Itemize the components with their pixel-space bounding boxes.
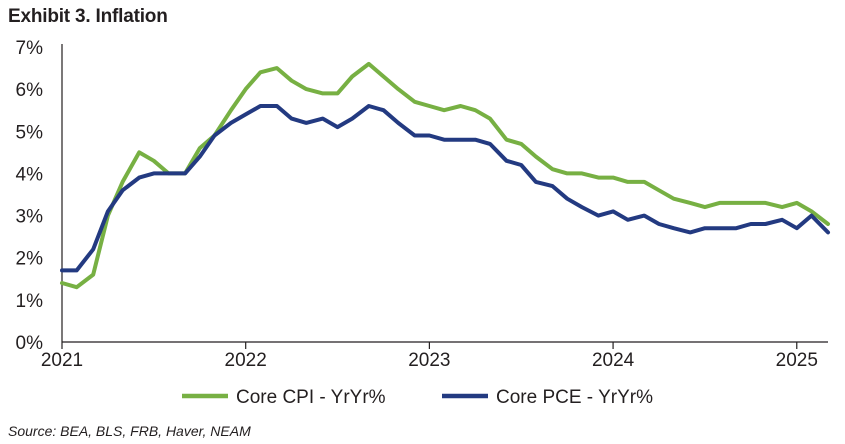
y-tick-label: 2% bbox=[16, 249, 44, 270]
source-note: Source: BEA, BLS, FRB, Haver, NEAM bbox=[8, 423, 251, 439]
x-tick-label: 2025 bbox=[776, 350, 818, 371]
y-tick-label: 4% bbox=[16, 164, 44, 185]
series-line-core-cpi bbox=[60, 61, 830, 290]
inflation-line-chart: 0% 1% 2% 3% 4% 5% 6% 7% 2021 2022 2023 2024 2025 Co… bbox=[16, 38, 830, 408]
y-tick-labels: 0% 1% 2% 3% 4% 5% 6% 7% bbox=[16, 38, 44, 354]
legend: Core CPI - YrYr% Core PCE - YrYr% bbox=[182, 387, 653, 408]
x-tick-label: 2021 bbox=[41, 350, 83, 371]
x-tick-label: 2024 bbox=[592, 350, 635, 371]
legend-label: Core CPI - YrYr% bbox=[236, 387, 386, 408]
y-tick-label: 7% bbox=[16, 38, 44, 59]
y-tick-label: 3% bbox=[16, 207, 44, 228]
x-tick-label: 2022 bbox=[225, 350, 267, 371]
x-tick-label: 2023 bbox=[408, 350, 450, 371]
chart-axes bbox=[61, 44, 828, 343]
y-tick-label: 6% bbox=[16, 80, 44, 101]
x-tick-labels: 2021 2022 2023 2024 2025 bbox=[41, 342, 818, 371]
legend-label: Core PCE - YrYr% bbox=[496, 387, 653, 408]
y-tick-label: 0% bbox=[16, 333, 44, 354]
y-tick-label: 5% bbox=[16, 122, 44, 143]
series-line-core-pce bbox=[60, 104, 830, 273]
chart-title: Exhibit 3. Inflation bbox=[8, 6, 168, 27]
y-tick-label: 1% bbox=[16, 291, 44, 312]
series-lines bbox=[60, 61, 830, 290]
